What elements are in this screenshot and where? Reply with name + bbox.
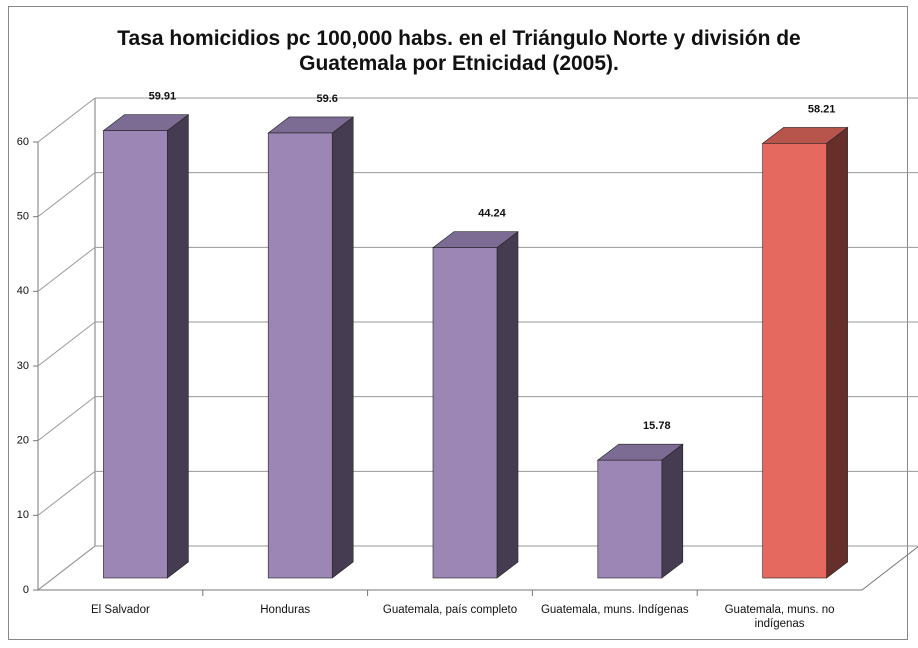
data-label: 59.91 — [149, 91, 177, 103]
bar-side — [331, 116, 354, 579]
y-tick-label: 50 — [17, 211, 29, 223]
x-tick-label: El Salvador — [90, 604, 150, 616]
bar-side — [661, 443, 684, 579]
x-tick-label: Honduras — [260, 604, 311, 616]
bar-side — [167, 114, 189, 579]
bar — [597, 459, 663, 579]
chart-frame — [8, 6, 908, 640]
bar — [267, 132, 333, 579]
x-tick-label: Guatemala, muns. no indígenas — [724, 604, 835, 630]
y-tick-label: 0 — [23, 584, 29, 596]
grid-line — [37, 172, 96, 218]
data-label: 58.21 — [808, 103, 836, 115]
grid-line — [37, 321, 96, 367]
grid-line — [37, 545, 96, 591]
bar — [762, 143, 827, 579]
y-tick-label: 60 — [17, 136, 29, 148]
grid-line — [37, 97, 96, 143]
data-label: 44.24 — [478, 208, 506, 220]
bar — [103, 130, 168, 579]
grid-line — [37, 246, 96, 292]
data-label: 59.6 — [316, 93, 337, 105]
y-tick-label: 10 — [17, 509, 29, 521]
bar-side — [826, 126, 848, 579]
y-tick-label: 20 — [17, 435, 29, 447]
floor — [38, 546, 918, 591]
grid-line — [37, 396, 96, 442]
x-tick-label: Guatemala, muns. Indígenas — [540, 604, 689, 616]
bar-side — [496, 231, 519, 579]
y-tick-label: 40 — [17, 285, 29, 297]
x-tick-label: Guatemala, país completo — [382, 604, 518, 616]
data-label: 15.78 — [643, 420, 671, 432]
chart-title: Tasa homicidios pc 100,000 habs. en el T… — [117, 27, 801, 75]
bar — [432, 247, 498, 579]
y-tick-label: 30 — [17, 360, 29, 372]
grid-line — [37, 470, 96, 516]
